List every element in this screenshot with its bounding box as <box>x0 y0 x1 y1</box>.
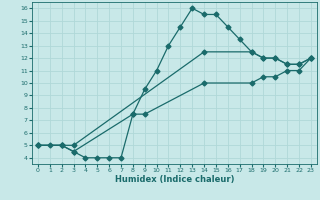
X-axis label: Humidex (Indice chaleur): Humidex (Indice chaleur) <box>115 175 234 184</box>
